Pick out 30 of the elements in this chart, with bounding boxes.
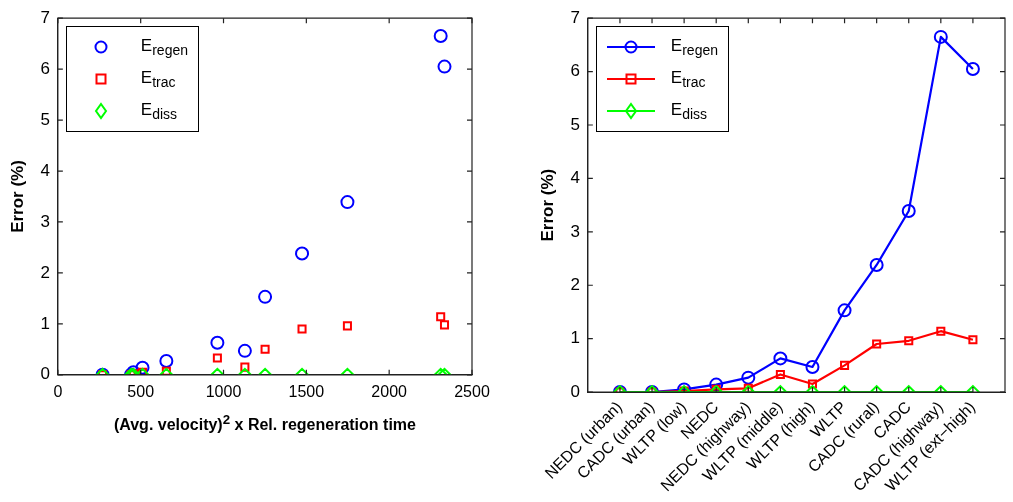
y-tick-label: 5 (40, 109, 50, 129)
legend-label: E$_{diss}$ (670, 99, 708, 123)
y-tick-label: 3 (40, 211, 50, 231)
y-tick-label: 4 (570, 168, 580, 188)
y-tick-label: 2 (40, 262, 50, 282)
x-tick-label: 1000 (205, 382, 242, 400)
y-tick-label: 2 (570, 274, 580, 294)
y-tick-label: 5 (570, 114, 580, 134)
y-tick-label: 4 (40, 160, 50, 180)
legend-label: E$_{trac}$ (140, 67, 176, 91)
legend-label: E$_{trac}$ (670, 67, 706, 91)
x-axis-title: (Avg. velocity)$^{2}$ x Rel. regeneration time (113, 412, 416, 435)
legend-label: E$_{diss}$ (140, 99, 178, 123)
y-tick-label: 1 (570, 328, 580, 348)
x-tick-label: 2000 (371, 382, 408, 400)
y-tick-label: 6 (40, 58, 50, 78)
y-axis-title: Error (%) (537, 168, 557, 242)
x-tick-label: 0 (53, 382, 63, 400)
y-axis-title: Error (%) (7, 160, 27, 233)
y-tick-label: 7 (570, 7, 580, 27)
y-tick-label: 1 (40, 313, 50, 333)
y-tick-label: 3 (570, 221, 580, 241)
y-tick-label: 0 (40, 364, 50, 384)
x-tick-label: 500 (127, 382, 155, 400)
legend-label: E$_{regen}$ (670, 35, 718, 59)
x-tick-label: 1500 (288, 382, 325, 400)
y-tick-label: 6 (570, 61, 580, 81)
legend-label: E$_{regen}$ (140, 35, 188, 59)
y-tick-label: 7 (40, 7, 50, 27)
x-tick-label: 2500 (454, 382, 490, 400)
